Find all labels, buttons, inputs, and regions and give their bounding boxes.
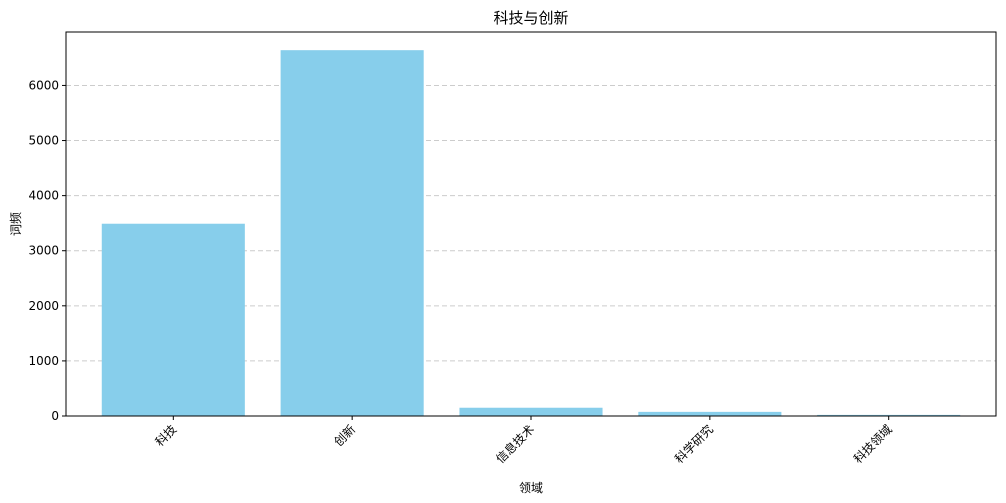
y-axis: 0 1000 2000 3000 4000 5000 6000 [28,78,66,423]
bar-3 [638,411,782,416]
bar-4 [817,414,961,416]
x-axis: 科技 创新 信息技术 科学研究 科技领域 [153,416,895,466]
y-tick-label: 0 [51,409,59,423]
x-axis-title: 领域 [519,481,543,495]
bars [101,50,961,416]
y-tick-label: 2000 [28,299,59,313]
bar-1 [280,50,424,416]
y-tick-label: 4000 [28,189,59,203]
y-tick-label: 3000 [28,244,59,258]
bar-0 [101,223,245,416]
x-tick-label: 科技 [153,422,180,449]
x-tick-label: 信息技术 [493,422,538,467]
x-tick-label: 科技领域 [851,422,895,466]
bar-2 [459,407,603,416]
x-tick-label: 科学研究 [671,422,716,467]
chart-title: 科技与创新 [493,9,568,27]
y-tick-label: 6000 [28,78,59,92]
x-tick-label: 创新 [331,422,359,450]
y-tick-label: 1000 [28,354,59,368]
y-tick-label: 5000 [28,134,59,148]
y-axis-title: 词频 [9,212,23,236]
